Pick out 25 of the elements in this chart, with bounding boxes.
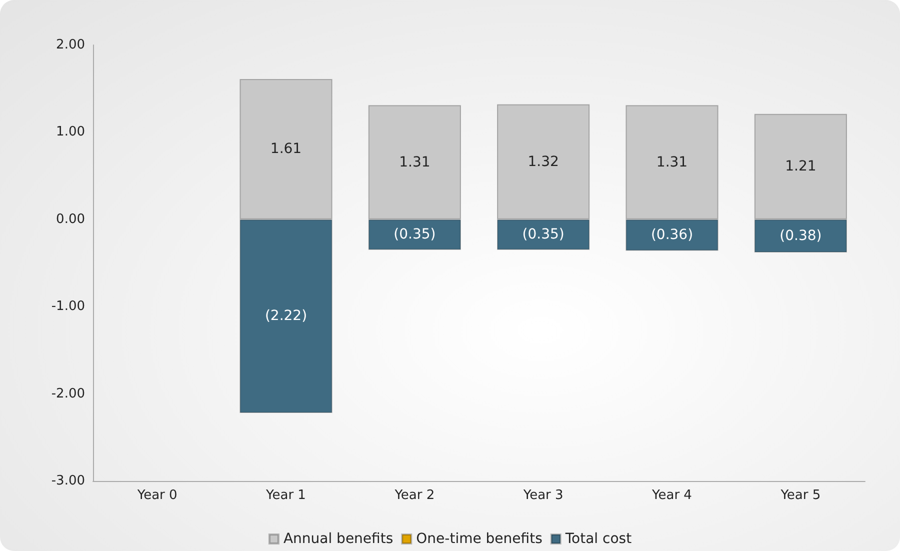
- y-tick-label: 1.00: [56, 124, 85, 140]
- y-tick-label: -2.00: [51, 386, 85, 402]
- data-label: 1.31: [399, 154, 430, 170]
- data-label: 1.21: [785, 158, 816, 175]
- x-tick-label: Year 3: [522, 488, 564, 503]
- data-label: (0.35): [394, 226, 436, 243]
- y-tick-label: 0.00: [56, 212, 85, 227]
- y-tick-label: 2.00: [56, 38, 85, 52]
- x-tick-label: Year 5: [780, 488, 821, 503]
- legend-label: Total cost: [564, 531, 632, 547]
- y-tick-label: -1.00: [51, 299, 85, 314]
- data-label: (0.35): [522, 226, 564, 243]
- x-tick-label: Year 2: [394, 488, 435, 503]
- y-tick-label: -3.00: [51, 474, 85, 488]
- legend-label: Annual benefits: [283, 531, 394, 547]
- data-label: 1.32: [528, 154, 559, 170]
- x-tick-label: Year 1: [265, 488, 306, 503]
- data-label: (0.38): [780, 228, 822, 244]
- data-label: 1.31: [656, 154, 688, 170]
- legend-label: One-time benefits: [416, 531, 542, 547]
- x-tick-label: Year 4: [651, 488, 692, 503]
- x-tick-label: Year 0: [136, 488, 178, 503]
- data-label: (0.36): [650, 227, 694, 244]
- data-label: 1.61: [270, 141, 302, 158]
- data-label: (2.22): [264, 308, 308, 324]
